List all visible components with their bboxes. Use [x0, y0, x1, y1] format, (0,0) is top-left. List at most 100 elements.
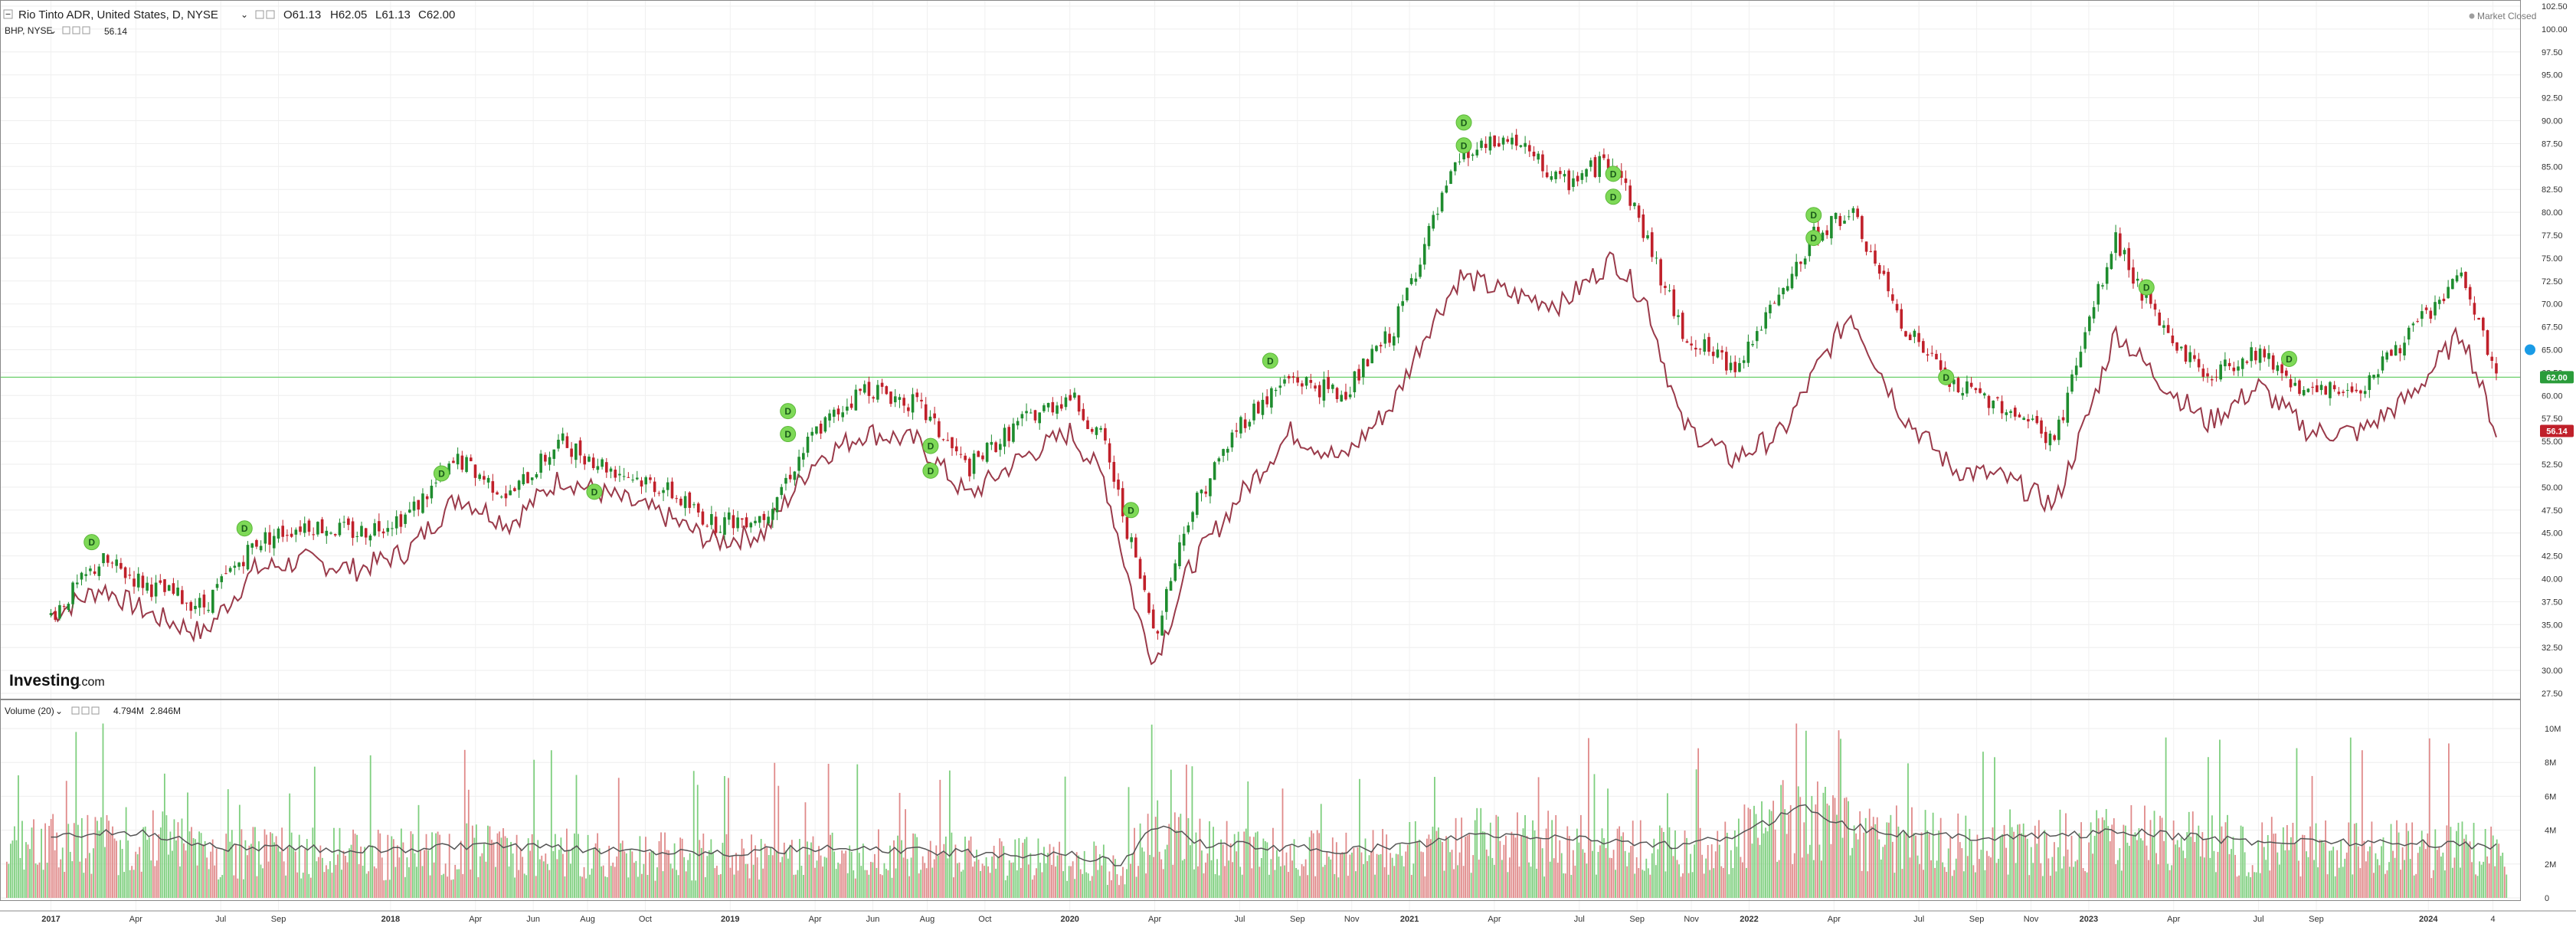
volume-bar [696, 785, 699, 898]
volume-dropdown-icon[interactable]: ⌄ [55, 706, 63, 716]
volume-bar [2254, 872, 2256, 898]
time-axis[interactable]: 2017 Apr Jul Sep 2018 Apr Jun Aug Oct 2019 Apr Jun A… [41, 915, 2495, 924]
volume-bar [1335, 842, 1337, 898]
volume-bar [1678, 864, 1680, 898]
candle-body [1572, 178, 1575, 187]
volume-bar [830, 834, 832, 898]
volume-bar [1491, 857, 1494, 898]
candle-body [701, 511, 705, 525]
candle-body [635, 477, 639, 480]
volume-bar [1351, 852, 1353, 898]
volume-bar [2302, 834, 2303, 898]
volume-bar [1226, 821, 1228, 898]
volume-bar [279, 851, 281, 898]
volume-bar [1249, 836, 1251, 898]
volume-bar [1612, 850, 1615, 898]
candle-body [2092, 306, 2096, 319]
volume-bar [2469, 841, 2471, 898]
volume-bar [1663, 831, 1664, 898]
volume-bar [987, 866, 990, 898]
candle-body [115, 559, 118, 566]
candle-body [565, 436, 569, 448]
compare-close-icon[interactable] [82, 26, 90, 34]
volume-bar [1880, 859, 1882, 898]
candle-body [2153, 303, 2157, 310]
volume-bar [1857, 839, 1859, 898]
volume-bar [2026, 838, 2028, 898]
candle-body [1239, 417, 1242, 434]
market-status: Market Closed [2469, 11, 2536, 21]
time-tick-label: Jul [1913, 915, 1924, 924]
volume-bar [2460, 867, 2461, 898]
volume-bar [2123, 824, 2125, 898]
volume-bar [1158, 851, 1160, 898]
volume-bar [993, 845, 995, 898]
dividend-marker-letter: D [1943, 372, 1949, 383]
candle-body [605, 462, 608, 473]
compare-dropdown-icon[interactable]: ⌄ [49, 25, 57, 36]
candle-body [880, 382, 884, 387]
volume-bar [286, 847, 289, 898]
volume-bar [672, 868, 674, 898]
volume-bar [1374, 874, 1376, 898]
volume-bar [1008, 860, 1010, 898]
volume-bar [2211, 815, 2213, 898]
volume-hide-icon[interactable] [81, 706, 90, 715]
dividend-marker-icon: D [2138, 279, 2155, 296]
volume-close-icon[interactable] [91, 706, 100, 715]
volume-bar [1337, 877, 1340, 898]
time-tick-label: Jul [2254, 915, 2264, 924]
volume-bar [768, 855, 770, 898]
close-icon[interactable] [266, 10, 275, 19]
price-axis[interactable]: 27.5030.0032.5035.0037.5040.0042.5045.00… [2542, 2, 2568, 699]
volume-bar [69, 851, 71, 898]
volume-bar [196, 865, 198, 898]
candle-body [1453, 162, 1457, 172]
volume-bar [954, 844, 957, 898]
dividend-marker-letter: D [241, 523, 248, 534]
volume-bar [770, 847, 772, 898]
volume-bar [1655, 865, 1657, 898]
volume-bar [1331, 837, 1334, 898]
volume-bar [1268, 874, 1270, 898]
candle-body [167, 585, 171, 591]
candle-body [2009, 411, 2012, 414]
alert-dot-icon[interactable] [2525, 344, 2535, 355]
volume-bar [921, 856, 924, 898]
volume-bar [1014, 839, 1016, 898]
volume-bar [87, 814, 89, 898]
candle-body [368, 536, 372, 541]
legend-dropdown-icon[interactable]: ⌄ [241, 9, 248, 20]
volume-bar [1259, 866, 1261, 898]
compare-hide-icon[interactable] [72, 26, 80, 34]
time-tick-label: Nov [1344, 915, 1360, 924]
compare-settings-icon[interactable] [62, 26, 70, 34]
volume-bar [1936, 860, 1938, 898]
volume-settings-icon[interactable] [71, 706, 80, 715]
candle-body [211, 589, 214, 613]
settings-icon[interactable] [255, 10, 264, 19]
volume-bar [715, 866, 718, 898]
candle-body [75, 582, 79, 585]
volume-bar [1424, 876, 1426, 898]
volume-bar [1838, 730, 1840, 898]
volume-bar [1247, 781, 1249, 898]
volume-bar [589, 874, 591, 898]
volume-bar [846, 873, 849, 898]
volume-bar [2184, 858, 2186, 898]
candle-body [596, 466, 600, 470]
volume-bar [1291, 860, 1293, 898]
candle-body [1685, 341, 1689, 343]
volume-bar [2373, 873, 2375, 898]
volume-bar [1560, 853, 1563, 898]
volume-bar [1157, 800, 1159, 898]
volume-bar [50, 819, 52, 898]
volume-bar [2453, 857, 2456, 898]
volume-bar [550, 750, 552, 898]
volume-bar [1586, 863, 1588, 898]
candle-body [299, 526, 302, 532]
volume-bar [121, 849, 123, 898]
volume-bar [666, 850, 668, 898]
volume-bar [531, 834, 533, 898]
